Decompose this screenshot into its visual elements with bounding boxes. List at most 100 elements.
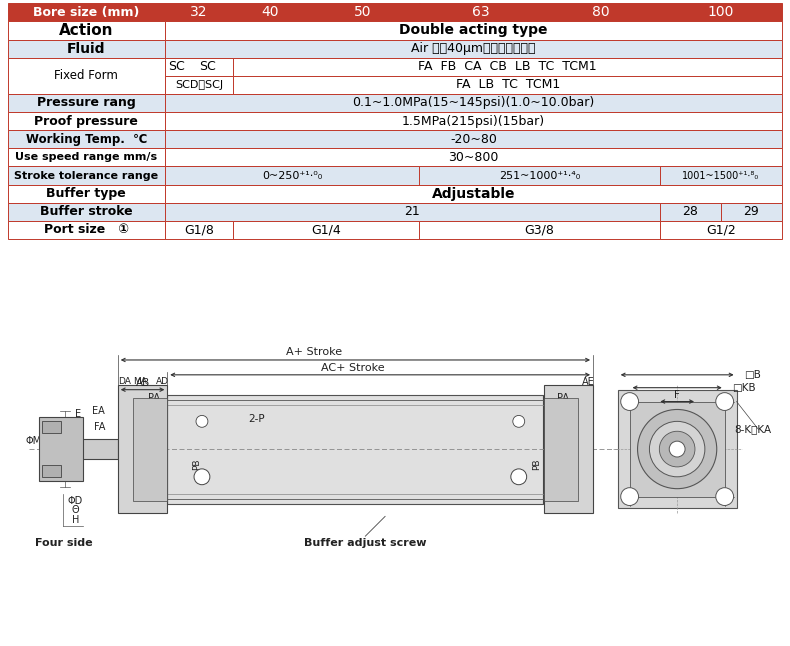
Text: □KB: □KB [732, 382, 755, 393]
Text: AD: AD [156, 377, 169, 386]
Text: G1/8: G1/8 [184, 224, 214, 236]
Text: □B: □B [744, 370, 762, 380]
Bar [164, 149, 782, 167]
Text: Adjustable: Adjustable [431, 187, 515, 201]
Text: PB: PB [193, 458, 201, 470]
Circle shape [716, 393, 734, 410]
Bar [8, 221, 164, 239]
Text: 32: 32 [190, 5, 208, 19]
Bar [419, 221, 660, 239]
Text: Use speed range mm/s: Use speed range mm/s [15, 152, 157, 162]
Bar [233, 57, 782, 76]
Text: PB: PB [532, 458, 541, 470]
Text: ΦD: ΦD [68, 495, 83, 506]
Bar [8, 203, 164, 221]
Bar [618, 390, 736, 508]
Text: 63: 63 [472, 5, 490, 19]
Circle shape [196, 415, 208, 427]
Bar [8, 185, 164, 203]
Text: FA  FB  CA  CB  LB  TC  TCM1: FA FB CA CB LB TC TCM1 [419, 60, 597, 73]
Circle shape [621, 488, 638, 506]
Text: AB: AB [135, 378, 149, 388]
Bar [8, 57, 164, 94]
Bar [164, 130, 782, 149]
Text: DA: DA [118, 377, 131, 386]
Bar [8, 112, 164, 130]
Text: Air （組40μm以上瀧網過瀧）: Air （組40μm以上瀧網過瀧） [411, 42, 536, 55]
Text: A+ Stroke: A+ Stroke [286, 347, 342, 357]
Circle shape [669, 441, 685, 457]
Bar [8, 94, 164, 112]
Text: ΦM: ΦM [25, 436, 42, 446]
Text: Action: Action [59, 23, 114, 38]
Bar [419, 3, 542, 21]
Text: AC+ Stroke: AC+ Stroke [321, 363, 385, 373]
Bar [42, 421, 62, 433]
Text: G3/8: G3/8 [525, 224, 555, 236]
Text: Four side: Four side [35, 538, 92, 548]
Circle shape [194, 469, 210, 484]
Bar [660, 167, 782, 185]
Bar [133, 397, 167, 501]
Text: Buffer adjust screw: Buffer adjust screw [304, 538, 427, 548]
Text: FA: FA [94, 422, 106, 432]
Circle shape [716, 488, 734, 506]
Bar [167, 395, 544, 503]
Bar [164, 3, 233, 21]
Text: Pressure rang: Pressure rang [37, 96, 136, 109]
Text: EA: EA [92, 406, 104, 417]
Text: PA: PA [149, 393, 160, 402]
Bar [660, 221, 782, 239]
Bar [164, 185, 782, 203]
Text: SC: SC [199, 60, 216, 73]
Bar [630, 402, 724, 497]
Bar [660, 3, 782, 21]
Bar [8, 3, 164, 21]
Bar [164, 57, 233, 76]
Bar [307, 3, 419, 21]
Circle shape [621, 393, 638, 410]
Bar [42, 465, 62, 477]
Bar [544, 397, 578, 501]
Text: PA: PA [557, 393, 570, 402]
Text: Buffer stroke: Buffer stroke [40, 205, 133, 218]
Text: 29: 29 [743, 205, 759, 218]
Text: Bore size (mm): Bore size (mm) [33, 6, 140, 19]
Bar [164, 21, 782, 39]
Circle shape [511, 469, 527, 484]
Text: F: F [674, 390, 680, 400]
Text: 28: 28 [683, 205, 698, 218]
Text: 1001~1500⁺¹⋅⁸₀: 1001~1500⁺¹⋅⁸₀ [683, 171, 759, 180]
Bar [542, 3, 660, 21]
Text: SCD、SCJ: SCD、SCJ [175, 80, 223, 90]
Text: 80: 80 [592, 5, 610, 19]
Text: FA  LB  TC  TCM1: FA LB TC TCM1 [456, 78, 560, 91]
Text: Buffer type: Buffer type [47, 187, 126, 200]
Bar [164, 203, 660, 221]
Text: MA: MA [133, 377, 146, 386]
Text: Fluid: Fluid [67, 41, 106, 56]
Bar [8, 39, 164, 57]
Bar [233, 3, 307, 21]
Bar [660, 203, 720, 221]
Text: Fixed Form: Fixed Form [55, 69, 118, 82]
Text: Θ: Θ [71, 505, 79, 516]
Bar [164, 94, 782, 112]
Circle shape [649, 421, 705, 477]
Bar [8, 21, 164, 39]
Bar [419, 167, 660, 185]
Bar [164, 167, 419, 185]
Bar [39, 417, 83, 481]
Bar [118, 385, 167, 514]
Text: 50: 50 [355, 5, 372, 19]
Text: SC: SC [168, 60, 186, 73]
Circle shape [660, 432, 695, 467]
Text: 21: 21 [404, 205, 420, 218]
Bar [233, 221, 419, 239]
Bar [164, 39, 782, 57]
Text: 30~800: 30~800 [448, 151, 498, 164]
Bar [544, 385, 593, 514]
Text: H: H [72, 516, 79, 525]
Text: Proof pressure: Proof pressure [34, 114, 138, 128]
Text: 0~250⁺¹⋅⁰₀: 0~250⁺¹⋅⁰₀ [262, 171, 322, 180]
